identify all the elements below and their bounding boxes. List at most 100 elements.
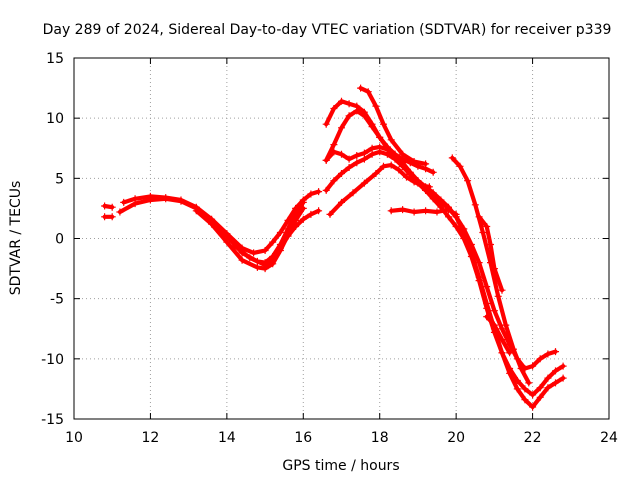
data-point xyxy=(479,229,487,236)
data-point xyxy=(231,242,238,250)
series-track-j xyxy=(322,148,567,411)
data-point xyxy=(345,112,353,120)
data-point xyxy=(307,190,315,198)
data-point xyxy=(422,207,430,215)
data-point xyxy=(490,265,498,273)
data-point xyxy=(410,158,418,165)
series-track-g xyxy=(322,97,559,372)
series-track-o xyxy=(475,213,506,294)
data-point xyxy=(322,186,330,194)
y-tick-label: 0 xyxy=(55,232,64,248)
data-point xyxy=(403,173,410,181)
data-point xyxy=(345,155,353,163)
data-point xyxy=(399,150,407,158)
data-point xyxy=(322,156,330,164)
data-point xyxy=(192,207,200,215)
data-point xyxy=(483,300,491,307)
series-line xyxy=(327,163,432,217)
data-point xyxy=(498,349,506,357)
data-point xyxy=(292,223,300,230)
data-point xyxy=(276,229,284,236)
data-point xyxy=(536,355,544,363)
series-line xyxy=(232,208,321,268)
series-line xyxy=(450,155,531,385)
data-point xyxy=(437,196,445,204)
data-point xyxy=(506,349,514,357)
data-point xyxy=(529,403,537,411)
data-point xyxy=(475,213,483,221)
series-line xyxy=(358,86,428,166)
data-point xyxy=(494,292,502,300)
data-point xyxy=(353,107,361,115)
series-line xyxy=(324,99,558,371)
data-point xyxy=(357,84,365,92)
data-point xyxy=(338,124,345,132)
data-point xyxy=(360,155,368,163)
data-point xyxy=(552,367,559,375)
series-track-n xyxy=(448,154,533,387)
data-point xyxy=(315,207,323,215)
x-tick-label: 12 xyxy=(142,430,160,446)
data-point xyxy=(246,254,254,262)
data-point xyxy=(559,374,567,382)
data-point xyxy=(448,154,456,162)
data-point xyxy=(116,208,124,216)
data-point xyxy=(460,229,468,236)
x-tick-label: 24 xyxy=(600,430,618,446)
data-point xyxy=(544,384,552,392)
chart-title: Day 289 of 2024, Sidereal Day-to-day VTE… xyxy=(43,22,612,38)
data-point xyxy=(261,261,269,269)
data-point xyxy=(353,152,361,159)
data-point xyxy=(406,170,414,177)
data-point xyxy=(498,336,506,344)
data-point xyxy=(146,196,154,204)
data-point xyxy=(521,385,529,393)
data-point xyxy=(162,195,170,203)
series-track-f xyxy=(231,207,323,269)
data-point xyxy=(326,210,334,218)
data-point xyxy=(223,232,231,240)
data-point xyxy=(506,369,514,377)
data-point xyxy=(238,256,246,264)
data-point xyxy=(471,201,479,209)
y-axis-label: SDTVAR / TECUs xyxy=(8,181,24,296)
data-point xyxy=(315,188,323,196)
data-point xyxy=(490,321,498,329)
data-point xyxy=(464,177,472,185)
data-point xyxy=(529,362,537,370)
data-point xyxy=(345,100,353,108)
data-point xyxy=(330,177,338,185)
series-track-l xyxy=(357,84,430,168)
data-point xyxy=(483,223,491,230)
series-track-k xyxy=(326,161,433,218)
data-point xyxy=(502,321,510,329)
data-point xyxy=(422,160,430,168)
data-point xyxy=(467,249,475,257)
data-point xyxy=(483,283,491,291)
x-tick-label: 22 xyxy=(524,430,542,446)
data-point xyxy=(177,197,185,205)
data-point xyxy=(544,374,552,382)
data-point xyxy=(452,223,460,230)
data-point xyxy=(299,215,307,223)
data-point xyxy=(536,384,544,392)
data-point xyxy=(372,102,380,110)
data-point xyxy=(368,150,376,158)
x-tick-label: 14 xyxy=(218,430,236,446)
data-point xyxy=(521,396,529,404)
data-point xyxy=(376,133,384,141)
data-point xyxy=(475,273,483,281)
data-point xyxy=(433,208,441,216)
series-line xyxy=(484,314,512,355)
series-track-p xyxy=(483,313,514,357)
y-tick-label: 10 xyxy=(46,111,64,127)
y-tick-label: -15 xyxy=(41,412,64,428)
data-point xyxy=(376,148,384,156)
data-point xyxy=(445,206,452,214)
data-point xyxy=(372,170,380,177)
axis-ticks: 10 12 14 16 18 20 22 24 -15 -10 -5 0 5 10 15 xyxy=(41,51,618,446)
data-point xyxy=(322,120,330,128)
grid-lines xyxy=(74,58,609,419)
data-point xyxy=(330,105,338,112)
